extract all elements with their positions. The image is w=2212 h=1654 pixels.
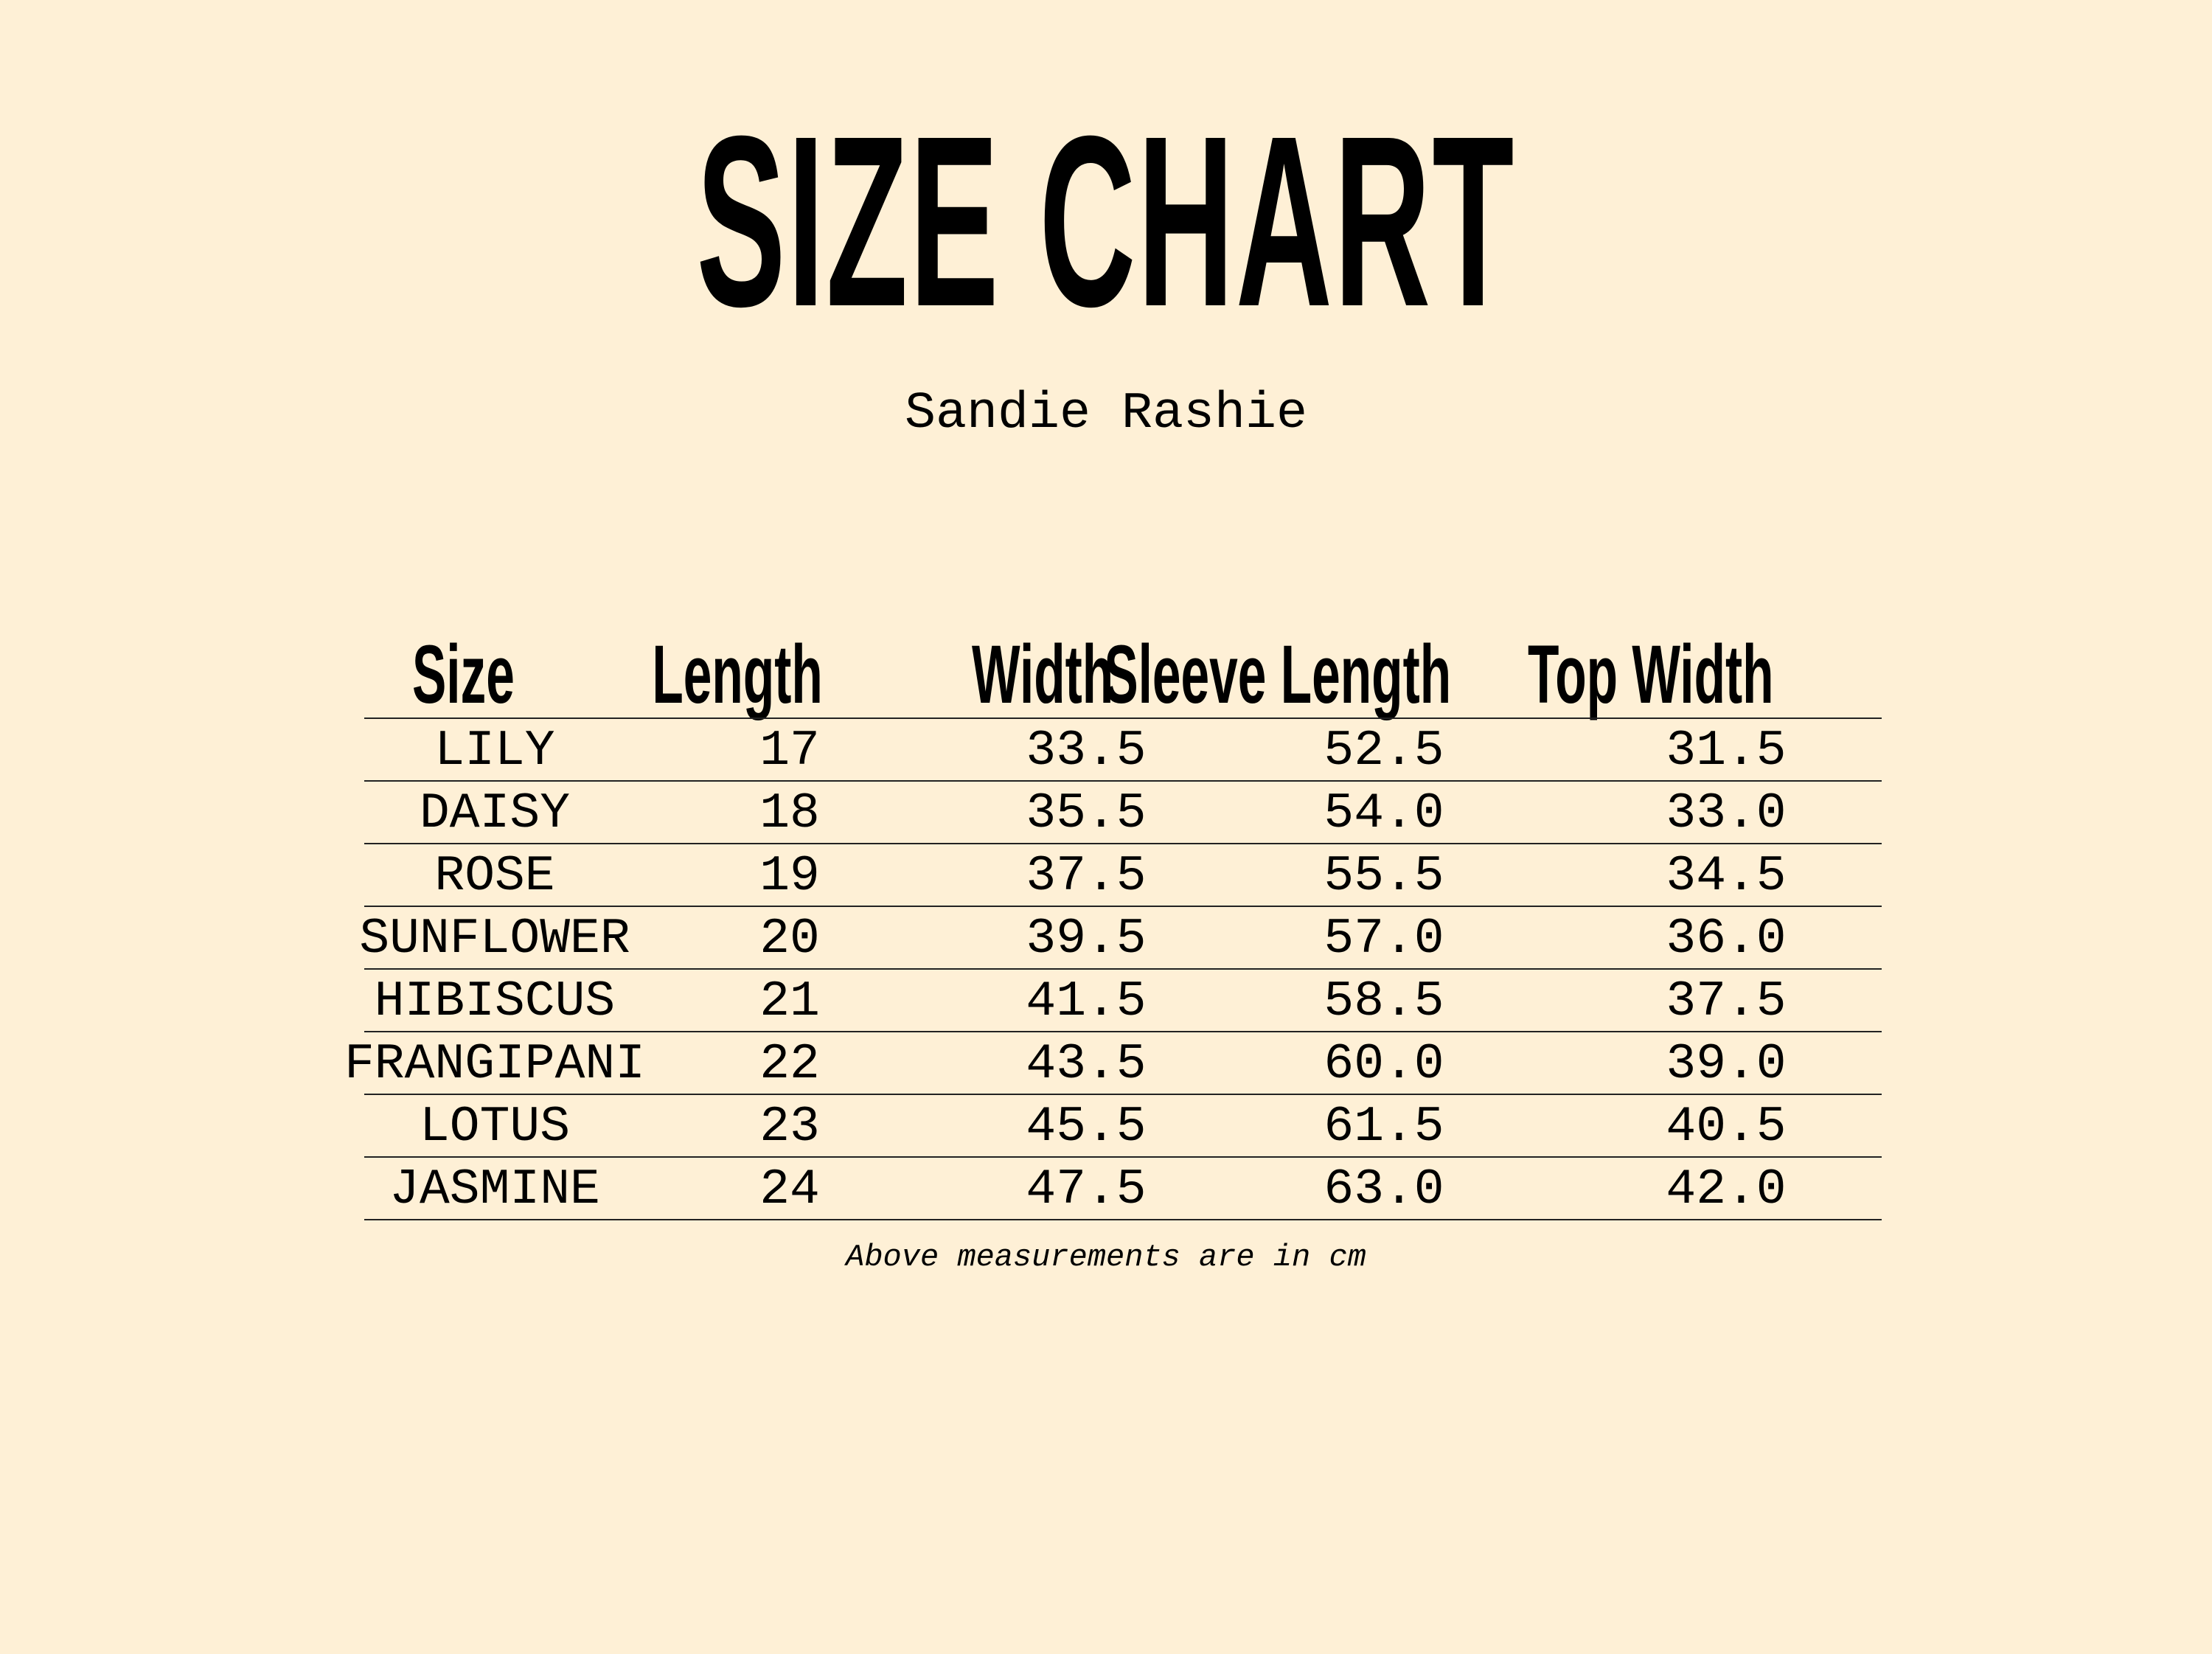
cell-width: 39.5 (1026, 911, 1147, 967)
cell-size: JASMINE (389, 1161, 600, 1218)
row-divider (364, 1031, 1882, 1032)
size-table: Size Length Width Sleeve Length Top Width LIL… (344, 0, 1882, 1654)
cell-width: 43.5 (1026, 1036, 1147, 1093)
cell-size: ROSE (434, 848, 555, 905)
cell-size: SUNFLOWER (359, 911, 630, 967)
header-label: Top Width (1527, 628, 1774, 720)
row-divider (364, 968, 1882, 970)
cell-width: 47.5 (1026, 1161, 1147, 1218)
cell-sleeve-length: 52.5 (1324, 723, 1444, 779)
cell-sleeve-length: 55.5 (1324, 848, 1444, 905)
cell-top-width: 39.0 (1666, 1036, 1787, 1093)
header-width: Width (972, 633, 1315, 716)
cell-top-width: 37.5 (1666, 973, 1787, 1030)
cell-sleeve-length: 54.0 (1324, 785, 1444, 842)
cell-size: FRANGIPANI (344, 1036, 646, 1093)
row-divider (364, 1219, 1882, 1220)
header-size: Size (412, 633, 660, 716)
cell-sleeve-length: 57.0 (1324, 911, 1444, 967)
cell-sleeve-length: 63.0 (1324, 1161, 1444, 1218)
cell-size: LILY (434, 723, 555, 779)
cell-top-width: 36.0 (1666, 911, 1787, 967)
cell-size: DAISY (419, 785, 571, 842)
header-label: Width (972, 628, 1114, 720)
cell-width: 35.5 (1026, 785, 1147, 842)
cell-length: 22 (759, 1036, 820, 1093)
cell-sleeve-length: 61.5 (1324, 1099, 1444, 1156)
cell-size: HIBISCUS (374, 973, 616, 1030)
cell-length: 19 (759, 848, 820, 905)
cell-sleeve-length: 58.5 (1324, 973, 1444, 1030)
cell-length: 23 (759, 1099, 820, 1156)
row-divider (364, 1094, 1882, 1095)
row-divider (364, 843, 1882, 844)
row-divider (364, 780, 1882, 782)
cell-length: 17 (759, 723, 820, 779)
row-divider (364, 906, 1882, 907)
cell-width: 45.5 (1026, 1099, 1147, 1156)
cell-width: 37.5 (1026, 848, 1147, 905)
cell-length: 20 (759, 911, 820, 967)
cell-width: 33.5 (1026, 723, 1147, 779)
cell-sleeve-length: 60.0 (1324, 1036, 1444, 1093)
header-length: Length (652, 633, 1065, 716)
page-title-text: SIZE CHART (696, 85, 1516, 357)
cell-top-width: 40.5 (1666, 1099, 1787, 1156)
cell-top-width: 34.5 (1666, 848, 1787, 905)
measurement-note: Above measurements are in cm (846, 1240, 1366, 1275)
cell-size: LOTUS (419, 1099, 571, 1156)
header-label: Sleeve Length (1104, 628, 1452, 720)
header-label: Length (652, 628, 823, 720)
header-top-width: Top Width (1528, 633, 2123, 716)
cell-width: 41.5 (1026, 973, 1147, 1030)
cell-top-width: 42.0 (1666, 1161, 1787, 1218)
cell-length: 21 (759, 973, 820, 1030)
header-label: Size (411, 628, 515, 720)
cell-length: 24 (759, 1161, 820, 1218)
row-divider (364, 717, 1882, 719)
row-divider (364, 1156, 1882, 1158)
header-sleeve-length: Sleeve Length (1104, 633, 1944, 716)
page-title: SIZE CHART (0, 85, 2212, 357)
cell-top-width: 31.5 (1666, 723, 1787, 779)
cell-top-width: 33.0 (1666, 785, 1787, 842)
product-name: Sandie Rashie (904, 385, 1308, 443)
cell-length: 18 (759, 785, 820, 842)
